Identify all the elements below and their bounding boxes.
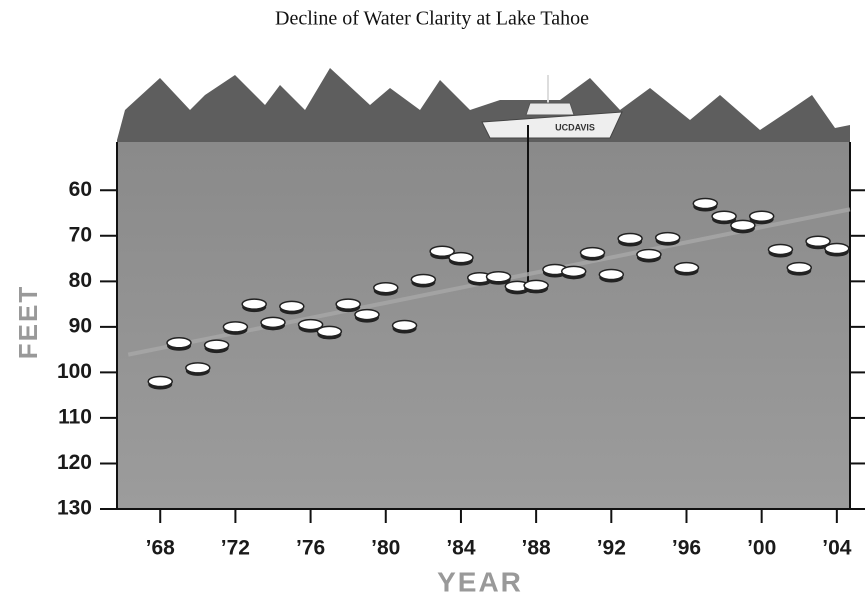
x-tick-label: ’84: [446, 537, 476, 560]
secchi-disk: [316, 325, 343, 338]
secchi-disk: [260, 316, 286, 329]
secchi-disk: [598, 268, 625, 281]
mountains: [117, 68, 850, 142]
secchi-disk: [673, 261, 700, 274]
secchi-disk: [786, 261, 813, 274]
x-tick-label: ’76: [296, 537, 325, 560]
x-tick-label: ’04: [822, 537, 852, 560]
secchi-disk: [636, 248, 662, 261]
secchi-disk: [185, 362, 211, 374]
secchi-disk: [767, 243, 794, 256]
y-tick-label: 110: [58, 405, 92, 428]
boat-label: UCDAVIS: [555, 122, 595, 132]
x-tick-label: ’96: [672, 537, 701, 560]
secchi-disk: [692, 197, 719, 210]
secchi-disk: [222, 321, 249, 333]
secchi-disk: [429, 245, 455, 258]
secchi-disk: [730, 219, 756, 232]
secchi-disk: [711, 210, 737, 222]
secchi-disk: [203, 339, 230, 351]
secchi-disk: [166, 337, 192, 349]
secchi-disk: [354, 308, 380, 321]
secchi-disk: [391, 319, 418, 332]
secchi-disk: [579, 246, 606, 259]
y-tick-label: 100: [57, 360, 92, 383]
x-axis-label: YEAR: [437, 566, 523, 597]
y-axis-label: FEET: [13, 285, 43, 359]
secchi-disk: [373, 281, 399, 294]
secchi-disk: [617, 232, 643, 245]
secchi-disk: [654, 231, 681, 244]
x-tick-label: ’88: [522, 537, 552, 560]
secchi-disk: [560, 265, 587, 278]
secchi-disk: [297, 318, 324, 331]
y-tick-label: 120: [57, 451, 92, 474]
secchi-disk: [748, 210, 775, 222]
y-tick-label: 80: [69, 269, 92, 292]
secchi-disk: [523, 279, 549, 292]
secchi-disk: [805, 235, 831, 248]
chart-title: Decline of Water Clarity at Lake Tahoe: [275, 8, 589, 30]
secchi-disk: [410, 273, 437, 286]
x-tick-label: ’92: [597, 537, 626, 560]
y-tick-label: 60: [69, 178, 92, 201]
x-tick-label: ’80: [371, 537, 400, 560]
x-tick-label: ’72: [221, 537, 250, 560]
y-tick-label: 70: [69, 223, 92, 246]
x-tick-label: ’68: [146, 537, 176, 560]
secchi-disk: [147, 375, 173, 388]
x-tick-label: ’00: [747, 537, 776, 560]
secchi-disk: [335, 298, 361, 310]
secchi-disk: [279, 300, 305, 313]
y-tick-label: 130: [57, 497, 92, 520]
secchi-disk: [824, 242, 850, 255]
secchi-disk: [448, 251, 474, 264]
boat: UCDAVIS: [481, 75, 623, 139]
secchi-disk: [485, 271, 512, 283]
secchi-disk: [241, 298, 267, 310]
y-tick-label: 90: [69, 314, 92, 337]
